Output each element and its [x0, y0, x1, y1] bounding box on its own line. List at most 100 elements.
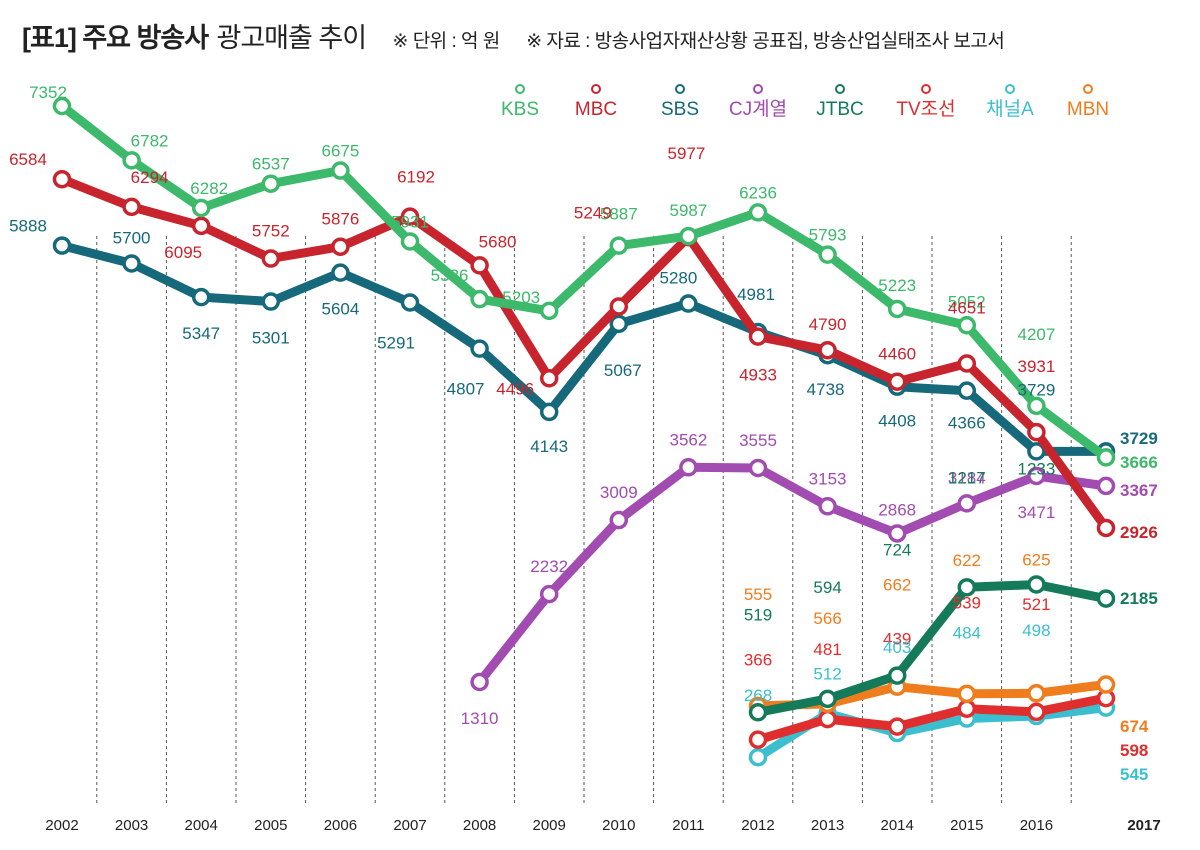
data-point [470, 339, 489, 358]
data-label: 4408 [878, 412, 916, 431]
data-label: 3153 [809, 469, 847, 488]
data-label: 6095 [164, 243, 202, 262]
data-point [1096, 476, 1116, 496]
legend-marker [675, 84, 685, 94]
data-label: 539 [953, 594, 981, 613]
data-point [748, 203, 768, 222]
data-point [539, 301, 559, 321]
data-point [818, 245, 837, 264]
data-label: 3729 [1017, 380, 1055, 399]
data-label: 4807 [447, 380, 485, 399]
data-label: 5680 [479, 232, 517, 251]
data-label: 6282 [190, 179, 228, 198]
data-label: 598 [1120, 741, 1148, 760]
x-tick-label: 2003 [115, 817, 148, 834]
data-label: 6236 [739, 183, 777, 202]
data-point [748, 458, 768, 478]
data-point [539, 369, 559, 388]
series-line-CJ계열 [475, 462, 1111, 687]
data-label: 5752 [252, 222, 290, 241]
data-point [191, 216, 211, 236]
unit-note: ※ 단위 : 억 원 [392, 31, 501, 52]
data-label: 555 [744, 585, 772, 604]
data-point [331, 161, 350, 180]
data-label: 5223 [878, 276, 916, 295]
x-tick-label: 2014 [881, 817, 914, 834]
data-label: 5987 [669, 201, 707, 220]
data-label: 724 [883, 541, 911, 560]
data-label: 4790 [809, 315, 847, 334]
data-label: 5347 [182, 324, 220, 343]
data-point [748, 327, 768, 346]
data-point [191, 287, 211, 307]
data-point [539, 584, 559, 604]
legend-marker [1005, 84, 1015, 94]
data-point [400, 293, 420, 312]
data-label: 5052 [948, 292, 986, 311]
data-label: 403 [883, 638, 911, 657]
data-point [52, 96, 72, 116]
data-label: 6782 [131, 131, 169, 150]
data-point [261, 292, 281, 311]
series-line-TV조선 [753, 693, 1111, 745]
data-point [609, 236, 629, 255]
data-label: 662 [883, 576, 911, 595]
data-point [887, 666, 907, 685]
data-label: 7352 [29, 83, 67, 102]
series-lines [52, 96, 1116, 767]
data-point [1096, 589, 1116, 608]
data-label: 3367 [1120, 481, 1158, 500]
data-point [400, 207, 420, 226]
data-point [609, 314, 629, 334]
data-label: 439 [883, 630, 911, 649]
data-point [122, 197, 141, 217]
data-label: 268 [744, 686, 772, 705]
data-label: 1233 [1017, 459, 1055, 478]
data-label: 498 [1022, 621, 1050, 640]
data-label: 366 [744, 651, 772, 670]
data-label: 519 [744, 605, 772, 624]
data-label: 674 [1120, 717, 1149, 736]
data-label: 3729 [1120, 429, 1158, 448]
data-label: 6294 [131, 168, 169, 187]
data-point [748, 747, 768, 767]
data-label: 484 [953, 624, 981, 643]
legend-label: JTBC [816, 99, 864, 120]
x-tick-label: 2012 [741, 817, 774, 834]
data-label: 5977 [667, 144, 705, 163]
chart-header: [표1] 주요 방송사 광고매출 추이 ※ 단위 : 억 원 ※ 자료 : 방송… [22, 16, 1182, 66]
legend-label: KBS [501, 99, 539, 120]
data-label: 5067 [604, 361, 642, 380]
legend-marker [753, 84, 763, 94]
data-point [818, 689, 837, 709]
data-label: 5291 [377, 333, 415, 352]
x-tick-label: 2013 [811, 817, 844, 834]
data-point [539, 402, 559, 422]
data-point [1027, 422, 1046, 442]
x-tick-label: 2016 [1020, 817, 1053, 834]
x-tick-label: 2015 [950, 817, 983, 834]
data-label: 2232 [530, 557, 568, 576]
data-point [609, 297, 629, 316]
data-point [1027, 442, 1046, 461]
data-label: 4738 [807, 380, 845, 399]
source-note: ※ 자료 : 방송사업자재산상황 공표집, 방송산업실태조사 보고서 [526, 31, 1005, 52]
data-label: 3666 [1120, 453, 1158, 472]
data-label: 4143 [530, 437, 568, 456]
data-point [1027, 684, 1046, 703]
data-label: 5203 [502, 288, 540, 307]
data-point [957, 381, 977, 400]
legend: KBS MBC SBS CJ계열 JTBC TV조선 채널A MBN [501, 84, 1109, 120]
x-tick-label: 2006 [324, 817, 357, 834]
data-point [887, 299, 907, 319]
data-point [470, 289, 489, 309]
data-label: 5280 [659, 269, 697, 288]
legend-label: MBN [1067, 99, 1109, 120]
data-label: 481 [813, 640, 841, 659]
data-label: 4933 [739, 366, 777, 385]
data-label: 1217 [948, 468, 986, 487]
data-label: 4651 [948, 298, 986, 317]
data-point [1027, 396, 1046, 416]
